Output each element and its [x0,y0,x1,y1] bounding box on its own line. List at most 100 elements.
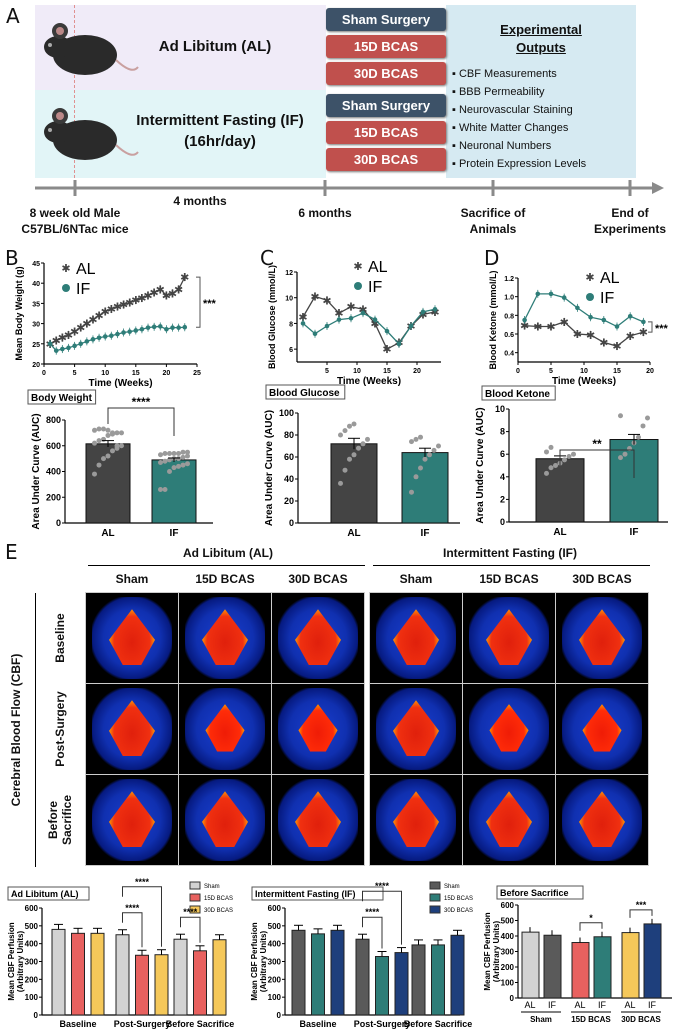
data-point [185,461,190,467]
data-point-if [601,317,607,323]
cbf-image-baseline [271,592,365,684]
data-point [342,428,348,434]
bar-if [401,452,449,524]
data-point [418,434,423,440]
x-axis-label: Time (Weeks) [88,378,152,389]
bar-sham [355,938,370,1016]
data-point-al: ✱ [612,341,621,353]
column-header: 30D BCAS [572,572,632,586]
group-label: 15D BCAS [571,1015,611,1024]
bullet-icon: ▪ [452,140,459,152]
group-if-30d: 30D BCAS [326,148,446,171]
y-tick-label: 35 [32,301,40,308]
data-point [171,450,177,456]
y-tick-label: 10 [495,404,505,414]
legend-label: 30D BCAS [204,908,233,914]
data-point-al: ✱ [70,327,79,339]
data-point-if [396,341,402,347]
y-axis-label: Mean CBF Perfusion [7,922,16,1000]
y-axis-label: (Arbitrary Units) [16,930,25,992]
data-point [167,457,172,463]
x-tick-label: AL [101,528,114,539]
bar-15d-bcas [193,950,207,1016]
data-point-if [53,348,59,353]
bar-30d-bcas [330,929,345,1016]
data-point-al: ✱ [573,329,582,341]
divider [373,565,650,566]
cbf-image-baseline [85,592,179,684]
y-tick-label: 500 [268,922,282,931]
x-tick-label: 25 [193,370,201,377]
chart-title-box [27,389,97,405]
data-point [351,452,357,458]
chart-title: Before Sacrifice [500,888,569,898]
column-header: 15D BCAS [195,572,255,586]
data-point [92,471,97,477]
group-al-30d: 30D BCAS [326,62,446,85]
cbf-image-post-surgery [555,683,649,775]
data-point-if [72,343,77,349]
outputs-title-2: Outputs [516,40,566,55]
panel-label-d: D [484,246,500,270]
data-point-al: ✱ [168,288,177,300]
significance-label: **** [375,881,390,891]
output-label: Neuronal Numbers [458,140,552,152]
x-tick-label: Post-Surgery [114,1019,171,1029]
data-point-if [641,319,646,325]
legend-al-icon: ✱ [61,263,70,275]
y-tick-label: 400 [268,940,282,949]
bullet-icon: ▪ [452,68,459,80]
data-point-if [535,291,541,297]
data-point-if [588,314,593,320]
data-point [96,426,102,432]
bar-15d-bcas [375,956,389,1016]
panel-label-b: B [5,246,19,270]
output-item: ▪ CBF Measurements [452,68,557,80]
data-point-if [78,341,84,347]
bullet-icon: ▪ [452,122,459,134]
data-point [342,467,348,473]
chart-title-box [251,886,384,901]
x-tick-label: 20 [163,370,171,377]
y-tick-label: 0 [510,994,515,1003]
y-tick-label: 0 [56,518,61,528]
y-tick-label: 200 [268,975,282,984]
cbf-image-post-surgery [85,683,179,775]
data-point [110,448,115,454]
legend-if-icon [354,282,362,290]
y-axis-label: Mean Body Weight (g) [14,266,24,360]
data-point-al: ✱ [156,284,165,296]
data-point-al: ✱ [520,321,529,333]
data-point-al: ✱ [174,284,183,296]
outputs-title: Experimental [500,22,582,37]
significance-bracket [579,922,603,931]
data-point [351,421,357,427]
timeline-end: End of [611,206,649,220]
y-tick-label: 400 [46,467,61,477]
timeline-6-months: 6 months [298,206,352,220]
column-header: 15D BCAS [479,572,539,586]
y-axis-label: Area Under Curve (AUC) [475,407,486,523]
output-item: ▪ White Matter Changes [452,122,568,134]
cbf-image-baseline [555,592,649,684]
significance-bracket [362,916,383,949]
bullet-icon: ▪ [452,104,459,116]
bar-al [535,458,585,523]
y-tick-label: 6 [500,449,505,459]
bar-if [593,936,612,999]
cbf-image-before-sacrifice [178,774,272,866]
x-tick-label: 15 [383,368,391,375]
output-item: ▪ Neuronal Numbers [452,140,551,152]
x-tick-label: IF [598,1000,607,1010]
timeline-start: 8 week old Male [29,206,121,220]
series-line-al [524,321,644,347]
bar-30d-bcas [90,932,105,1016]
bar-if [543,934,562,999]
y-tick-label: 600 [268,904,282,913]
y-tick-label: 2 [500,494,505,504]
divider [88,565,365,566]
data-point [92,440,97,446]
al-label: Ad Libitum (AL) [158,38,272,55]
y-tick-label: 25 [32,342,40,349]
